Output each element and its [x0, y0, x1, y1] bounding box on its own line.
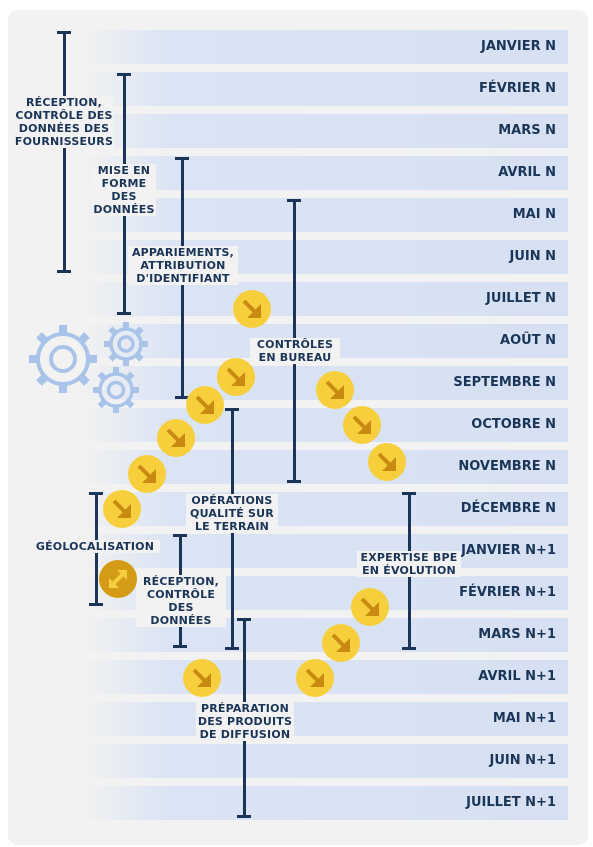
phase-bar-cap — [117, 73, 131, 76]
phase-bar-cap — [175, 396, 189, 399]
arrow-down-right-icon — [217, 358, 255, 396]
phase-label-mise-en-forme: MISE EN FORME DES DONNÉES — [92, 164, 156, 216]
month-label: NOVEMBRE N — [458, 459, 556, 474]
phase-label-reception: RÉCEPTION, CONTRÔLE DES DONNÉES DES FOUR… — [14, 96, 114, 148]
phase-bar-cap — [89, 492, 103, 495]
month-label: MAI N — [512, 207, 556, 222]
phase-label-appariements: APPARIEMENTS, ATTRIBUTION D'IDENTIFIANT — [128, 246, 238, 285]
phase-bar-cap — [225, 647, 239, 650]
gears-icon — [29, 325, 97, 393]
month-row: MARS N — [80, 114, 568, 148]
month-label: FÉVRIER N — [479, 81, 556, 96]
geolocation-icon — [99, 560, 137, 598]
month-row: JANVIER N+1 — [80, 534, 568, 568]
arrow-down-right-icon — [183, 659, 221, 697]
month-label: OCTOBRE N — [471, 417, 556, 432]
month-row: FÉVRIER N — [80, 72, 568, 106]
month-label: AOÛT N — [500, 333, 556, 348]
phase-bar-cap — [173, 645, 187, 648]
month-label: JUIN N+1 — [489, 753, 556, 768]
gear-icon — [93, 367, 139, 413]
month-row: JUIN N+1 — [80, 744, 568, 778]
phase-bar-cap — [57, 270, 71, 273]
month-label: DÉCEMBRE N — [460, 501, 556, 516]
gear-icon — [104, 322, 148, 366]
month-label: MAI N+1 — [492, 711, 556, 726]
phase-bar-cap — [402, 492, 416, 495]
phase-bar-cap — [237, 618, 251, 621]
month-label: MARS N+1 — [478, 627, 556, 642]
phase-bar-cap — [237, 815, 251, 818]
month-label: JUIN N — [509, 249, 556, 264]
month-row: JUILLET N — [80, 282, 568, 316]
month-label: FÉVRIER N+1 — [459, 585, 556, 600]
phase-label-operations: OPÉRATIONS QUALITÉ SUR LE TERRAIN — [186, 494, 278, 533]
month-label: JANVIER N+1 — [461, 543, 556, 558]
phase-bar-cap — [175, 157, 189, 160]
month-label: JANVIER N — [481, 39, 556, 54]
arrow-down-right-icon — [316, 371, 354, 409]
arrow-down-right-icon — [186, 386, 224, 424]
phase-bar-cap — [173, 534, 187, 537]
month-label: MARS N — [498, 123, 556, 138]
month-label: AVRIL N — [498, 165, 556, 180]
arrow-down-right-icon — [103, 490, 141, 528]
phase-bar-cap — [287, 480, 301, 483]
month-row: MAI N — [80, 198, 568, 232]
month-row: MAI N+1 — [80, 702, 568, 736]
arrow-down-right-icon — [322, 624, 360, 662]
month-label: SEPTEMBRE N — [453, 375, 556, 390]
phase-bar-cap — [287, 199, 301, 202]
phase-bar-cap — [402, 647, 416, 650]
month-label: AVRIL N+1 — [478, 669, 556, 684]
phase-label-controles: CONTRÔLES EN BUREAU — [250, 338, 340, 364]
phase-label-geolocalisation: GÉOLOCALISATION — [30, 540, 160, 553]
month-row: DÉCEMBRE N — [80, 492, 568, 526]
month-label: JUILLET N — [486, 291, 556, 306]
arrow-down-right-icon — [351, 588, 389, 626]
phase-bar-reception — [63, 32, 66, 272]
arrow-down-right-icon — [343, 406, 381, 444]
arrow-down-right-icon — [368, 443, 406, 481]
phase-label-expertise: EXPERTISE BPE EN ÉVOLUTION — [357, 551, 461, 577]
phase-label-reception2: RÉCEPTION, CONTRÔLE DES DONNÉES — [136, 575, 226, 627]
phase-bar-cap — [225, 408, 239, 411]
phase-label-preparation: PRÉPARATION DES PRODUITS DE DIFFUSION — [196, 702, 294, 741]
month-row: JUILLET N+1 — [80, 786, 568, 820]
phase-bar-cap — [89, 603, 103, 606]
arrow-down-right-icon — [157, 419, 195, 457]
phase-bar-cap — [57, 31, 71, 34]
month-row: AVRIL N — [80, 156, 568, 190]
month-row: JANVIER N — [80, 30, 568, 64]
arrow-down-right-icon — [233, 290, 271, 328]
month-row: OCTOBRE N — [80, 408, 568, 442]
phase-bar-cap — [117, 312, 131, 315]
month-label: JUILLET N+1 — [466, 795, 556, 810]
arrow-down-right-icon — [128, 455, 166, 493]
arrow-down-right-icon — [296, 659, 334, 697]
